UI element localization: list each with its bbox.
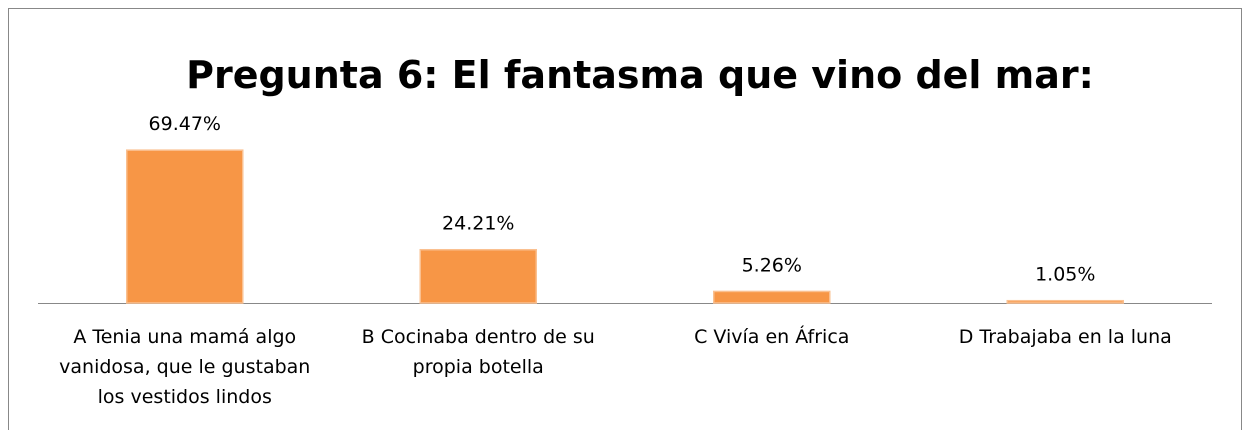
x-tick-label: B Cocinaba dentro de su propia botella <box>361 326 595 378</box>
x-tick-label: C Vivía en África <box>694 326 850 348</box>
bar <box>713 290 831 304</box>
x-tick-label: A Tenia una mamá algo vanidosa, que le g… <box>59 326 311 408</box>
chart-frame <box>8 8 1242 430</box>
value-label: 5.26% <box>742 254 802 276</box>
value-label: 69.47% <box>149 113 221 135</box>
bar <box>126 149 244 304</box>
chart-title: Pregunta 6: El fantasma que vino del mar… <box>186 53 1094 97</box>
value-label: 24.21% <box>442 213 514 235</box>
bar <box>1006 299 1124 304</box>
bar <box>419 248 537 304</box>
value-label: 1.05% <box>1035 264 1095 286</box>
x-tick-label: D Trabajaba en la luna <box>958 326 1172 348</box>
